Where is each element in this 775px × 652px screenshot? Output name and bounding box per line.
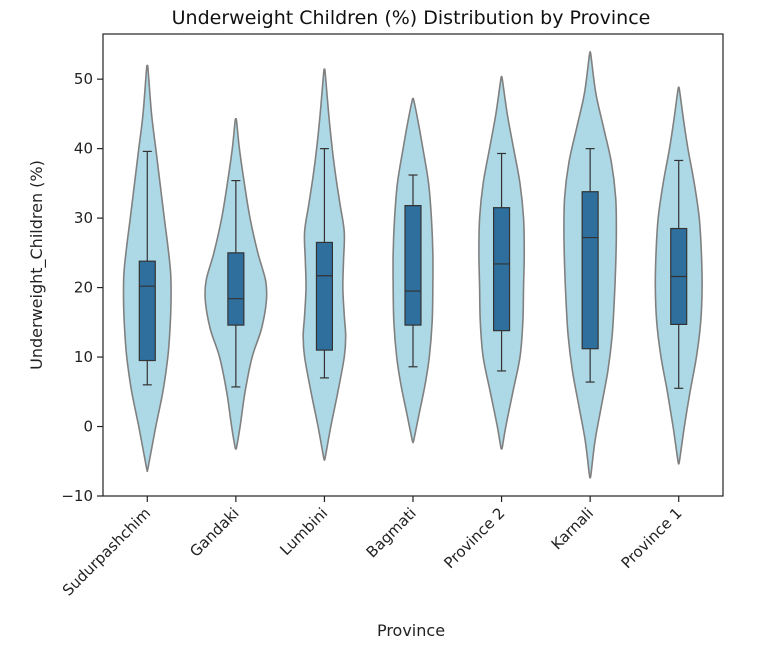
y-tick-label: 20 [74, 279, 93, 297]
y-tick-label: 10 [74, 348, 93, 366]
x-tick-label-karnali: Karnali [548, 504, 597, 553]
chart-title: Underweight Children (%) Distribution by… [172, 7, 651, 29]
box-gandaki [227, 252, 245, 326]
y-tick-label: −10 [61, 487, 93, 505]
x-axis: Sudurpashchim Gandaki Lumbini Bagmati Provin… [59, 496, 686, 599]
x-tick-label-sudurpashchim: Sudurpashchim [59, 504, 154, 599]
x-axis-title: Province [377, 621, 445, 640]
plot-area [122, 51, 703, 479]
y-axis: −10 0 10 20 30 40 50 [61, 70, 103, 505]
box-bagmati [404, 205, 422, 326]
box-sudurpashchim [138, 260, 156, 362]
y-axis-title: Underweight_Children (%) [27, 160, 47, 370]
box-karnali [581, 191, 599, 350]
x-tick-label-province-1: Province 1 [618, 504, 686, 572]
x-tick-label-gandaki: Gandaki [186, 504, 242, 560]
y-tick-label: 0 [83, 418, 93, 436]
x-tick-label-bagmati: Bagmati [363, 504, 420, 561]
box-lumbini [315, 241, 334, 351]
box-province-2 [493, 207, 511, 332]
y-tick-label: 50 [74, 70, 93, 88]
x-tick-label-lumbini: Lumbini [276, 504, 331, 559]
y-tick-label: 30 [74, 209, 93, 227]
x-tick-label-province-2: Province 2 [440, 504, 508, 572]
y-tick-label: 40 [74, 140, 93, 158]
